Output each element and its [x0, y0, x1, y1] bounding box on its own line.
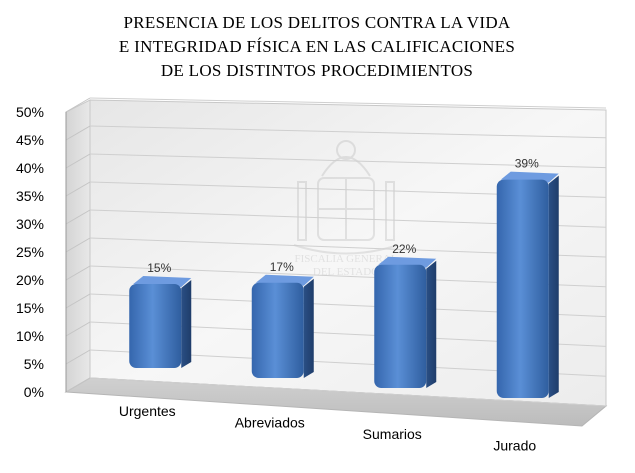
bar: 17% — [251, 260, 314, 378]
bar-front — [496, 179, 549, 398]
gridline — [89, 377, 607, 407]
y-tick-label: 10% — [16, 328, 44, 344]
gridline-side — [65, 265, 91, 281]
x-tick-label: Urgentes — [119, 403, 176, 419]
gridline-side — [65, 293, 91, 309]
y-axis: 0% 5% 10% 15% 20% 25% 30% 35% 40% 45% 50% — [16, 104, 67, 400]
data-label: 15% — [147, 261, 171, 275]
bars: 15% 17% 22% 39% — [129, 157, 559, 398]
data-label: 17% — [270, 260, 294, 274]
gridline — [89, 153, 607, 169]
chart-title-line: E INTEGRIDAD FÍSICA EN LAS CALIFICACIONE… — [119, 37, 515, 56]
bar: 22% — [374, 242, 437, 388]
y-tick-label: 45% — [16, 132, 44, 148]
bar: 15% — [129, 261, 192, 368]
bar-side — [181, 280, 192, 368]
gridline-side — [65, 349, 91, 365]
y-tick-label: 5% — [24, 356, 44, 372]
bar-front — [129, 284, 182, 368]
bar-side — [548, 175, 559, 398]
x-tick-label: Jurado — [493, 438, 536, 454]
gridline-side — [65, 181, 91, 197]
x-tick-label: Sumarios — [363, 426, 422, 442]
chart-title-line: DE LOS DISTINTOS PROCEDIMIENTOS — [161, 61, 473, 80]
y-tick-label: 30% — [16, 216, 44, 232]
gridline — [89, 97, 607, 109]
x-tick-label: Abreviados — [235, 415, 305, 431]
chart-title-line: PRESENCIA DE LOS DELITOS CONTRA LA VIDA — [124, 13, 511, 32]
gridline-side — [65, 209, 91, 225]
gridline-side — [65, 97, 91, 113]
chart-title: PRESENCIA DE LOS DELITOS CONTRA LA VIDA E… — [119, 13, 515, 80]
x-axis: Urgentes Abreviados Sumarios Jurado — [119, 403, 537, 454]
watermark-text: DEL ESTADO — [313, 266, 379, 278]
y-tick-label: 40% — [16, 160, 44, 176]
gridline — [89, 125, 607, 139]
gridline-side — [65, 377, 91, 393]
data-label: 39% — [515, 157, 539, 171]
gridline-side — [65, 321, 91, 337]
y-tick-label: 35% — [16, 188, 44, 204]
gridline-side — [65, 125, 91, 141]
bar-side — [303, 278, 314, 378]
y-tick-label: 0% — [24, 384, 44, 400]
y-tick-label: 50% — [16, 104, 44, 120]
y-tick-label: 15% — [16, 300, 44, 316]
y-tick-label: 20% — [16, 272, 44, 288]
y-tick-label: 25% — [16, 244, 44, 260]
bar-front — [251, 282, 304, 378]
watermark-text: FISCALIA GENERAL — [295, 253, 398, 265]
gridline-side — [65, 237, 91, 253]
data-label: 22% — [392, 242, 416, 256]
bar: 39% — [496, 157, 559, 398]
side-wall — [65, 99, 91, 393]
bar-side — [426, 260, 437, 388]
gridline-side — [65, 153, 91, 169]
bar-front — [374, 264, 427, 388]
